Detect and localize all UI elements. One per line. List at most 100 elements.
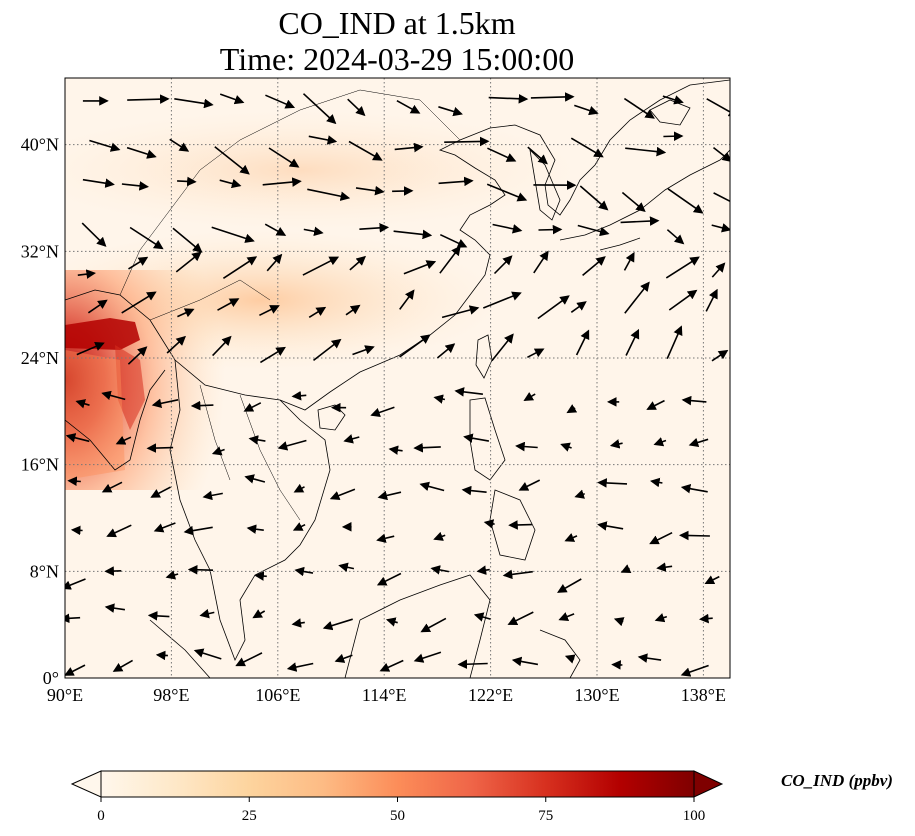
wind-arrow: [77, 269, 96, 279]
colorbar-extend-max: [693, 770, 724, 798]
wind-arrow: [625, 146, 667, 157]
wind-arrow: [649, 531, 673, 545]
wind-arrow: [155, 650, 168, 661]
wind-arrow: [433, 531, 446, 541]
title-line1: CO_IND at 1.5km: [278, 5, 515, 41]
wind-arrow: [461, 485, 487, 496]
wind-arrow: [67, 476, 81, 487]
wind-arrow: [654, 613, 668, 623]
wind-arrow: [214, 146, 250, 175]
wind-arrow: [492, 223, 523, 234]
wind-arrow: [688, 437, 709, 448]
wind-arrow: [307, 188, 351, 201]
wind-arrow: [457, 659, 488, 670]
coastline-mainland: [65, 79, 730, 411]
wind-arrow: [624, 281, 650, 314]
wind-arrow: [487, 147, 517, 162]
wind-arrow: [129, 226, 164, 250]
wind-arrow: [65, 664, 86, 676]
co-plume-north: [65, 110, 580, 230]
wind-arrow: [570, 301, 587, 313]
wind-arrow: [653, 437, 667, 447]
wind-arrow: [625, 328, 640, 356]
wind-arrow: [252, 609, 266, 619]
wind-arrow: [376, 572, 402, 586]
coastline-sulawesi: [539, 629, 581, 678]
wind-arrow: [507, 611, 534, 625]
wind-arrow: [151, 398, 179, 409]
wind-arrow: [81, 222, 107, 247]
wind-arrow: [620, 216, 660, 226]
wind-arrow: [268, 147, 300, 168]
coastline-hokkaido: [649, 99, 691, 126]
wind-arrow: [620, 564, 632, 573]
colorbar-tick-label: 25: [242, 808, 257, 824]
wind-arrow: [266, 253, 283, 272]
wind-arrow: [656, 562, 673, 572]
wind-arrow: [493, 255, 513, 275]
wind-arrow: [308, 306, 327, 318]
lat-tick-label: 8°N: [30, 561, 59, 581]
wind-arrow: [646, 399, 665, 410]
wind-arrow: [706, 98, 730, 117]
colorbar-ticks: 0 25 50 75 100: [97, 797, 705, 824]
wind-arrow: [711, 262, 726, 278]
lat-tick-label: 40°N: [21, 135, 59, 155]
wind-arrow: [359, 223, 390, 233]
wind-arrow: [70, 525, 83, 536]
wind-arrow: [349, 255, 367, 271]
wind-arrow: [76, 342, 105, 356]
wind-arrow: [265, 94, 296, 109]
wind-arrow: [302, 93, 337, 125]
coastline-sumatra: [149, 619, 211, 678]
wind-arrow: [82, 178, 115, 188]
wind-arrow: [345, 304, 361, 316]
wind-arrow: [370, 406, 395, 418]
wind-arrow: [530, 92, 575, 102]
wind-arrow: [668, 289, 698, 311]
lat-tick-label: 0°: [43, 668, 59, 688]
wind-arrow: [438, 106, 463, 117]
wind-arrow: [193, 648, 222, 660]
wind-vectors: [65, 92, 730, 677]
wind-arrow: [166, 335, 186, 354]
wind-arrow: [202, 490, 223, 501]
wind-arrow: [623, 251, 635, 271]
wind-arrow: [187, 564, 214, 575]
wind-arrow: [235, 652, 263, 667]
wind-arrow: [527, 146, 548, 165]
wind-arrow: [302, 256, 340, 276]
coastline-japan: [559, 149, 730, 251]
title-line2: Time: 2024-03-29 15:00:00: [220, 41, 574, 77]
co-streak: [115, 345, 145, 430]
wind-arrow: [177, 308, 195, 318]
wind-arrow: [291, 390, 307, 401]
wind-arrow: [680, 483, 708, 494]
coastline-bay-bengal: [65, 369, 166, 471]
wind-arrow: [190, 400, 214, 411]
wind-arrow: [667, 188, 704, 214]
wind-arrow: [621, 191, 646, 213]
wind-arrow: [338, 562, 355, 572]
wind-arrow: [508, 520, 532, 530]
wind-arrow: [533, 250, 549, 274]
wind-arrow: [538, 224, 563, 235]
wind-arrow: [165, 570, 179, 580]
wind-arrow: [483, 519, 495, 529]
wind-arrow: [348, 140, 383, 161]
wind-arrow: [403, 260, 437, 275]
wind-arrow: [112, 659, 134, 672]
wind-arrow: [153, 522, 176, 533]
wind-arrow: [663, 131, 684, 142]
wind-arrow: [560, 442, 572, 452]
wind-arrow: [705, 288, 718, 312]
wind-arrow: [264, 223, 287, 236]
wind-arrow: [172, 227, 203, 253]
wind-arrow: [392, 186, 414, 196]
co-hotspot: [65, 270, 225, 490]
wind-arrow: [476, 565, 490, 575]
wind-arrow: [322, 618, 353, 631]
wind-arrow: [219, 93, 245, 105]
lat-tick-label: 16°N: [21, 455, 59, 475]
wind-arrow: [104, 566, 122, 576]
